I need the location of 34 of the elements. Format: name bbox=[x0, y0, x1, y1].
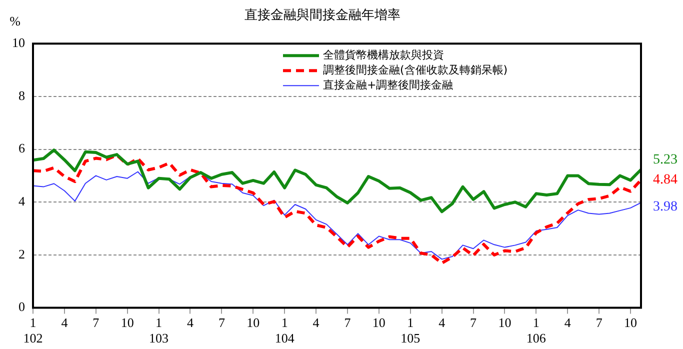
y-tick-label: 6 bbox=[18, 140, 26, 156]
x-tick-label: 10 bbox=[498, 315, 512, 330]
y-tick-label: 2 bbox=[18, 246, 25, 262]
x-tick-label: 4 bbox=[186, 315, 194, 330]
x-tick-label: 10 bbox=[624, 315, 638, 330]
x-tick-label: 4 bbox=[312, 315, 320, 330]
data-label: 5.23 bbox=[653, 152, 678, 168]
x-tick-label: 4 bbox=[564, 315, 572, 330]
data-label: 4.84 bbox=[653, 172, 678, 188]
chart-title: 直接金融與間接金融年增率 bbox=[244, 7, 400, 24]
y-tick-label: 4 bbox=[18, 194, 26, 209]
x-tick-label: 7 bbox=[218, 315, 226, 330]
legend-label: 調整後間接金融(含催收款及轉銷呆帳) bbox=[323, 63, 508, 76]
x-tick-label: 10 bbox=[246, 315, 260, 330]
x-tick-label: 1 106 bbox=[526, 315, 546, 346]
x-tick-label: 4 bbox=[61, 315, 68, 330]
x-tick-label: 10 bbox=[120, 315, 134, 330]
data-label: 3.98 bbox=[653, 199, 678, 214]
x-tick-label: 1 104 bbox=[274, 315, 295, 346]
legend-label: 全體貨幣機構放款與投資 bbox=[323, 48, 444, 62]
y-tick-label: 0 bbox=[18, 299, 25, 314]
x-tick-label: 1 103 bbox=[149, 315, 169, 346]
x-tick-label: 7 bbox=[344, 315, 352, 330]
x-tick-label: 1 105 bbox=[400, 315, 420, 346]
y-axis-title: % bbox=[10, 14, 21, 29]
x-tick-label: 1 102 bbox=[23, 315, 43, 346]
y-tick-label: 10 bbox=[12, 35, 25, 50]
x-tick-label: 4 bbox=[438, 315, 446, 330]
x-tick-label: 7 bbox=[596, 315, 603, 330]
x-tick-label: 7 bbox=[92, 315, 100, 330]
legend-label: 直接金融+調整後間接金融 bbox=[323, 78, 454, 92]
y-tick-label: 8 bbox=[18, 88, 25, 103]
x-tick-label: 10 bbox=[372, 315, 386, 330]
x-tick-label: 7 bbox=[470, 315, 478, 330]
